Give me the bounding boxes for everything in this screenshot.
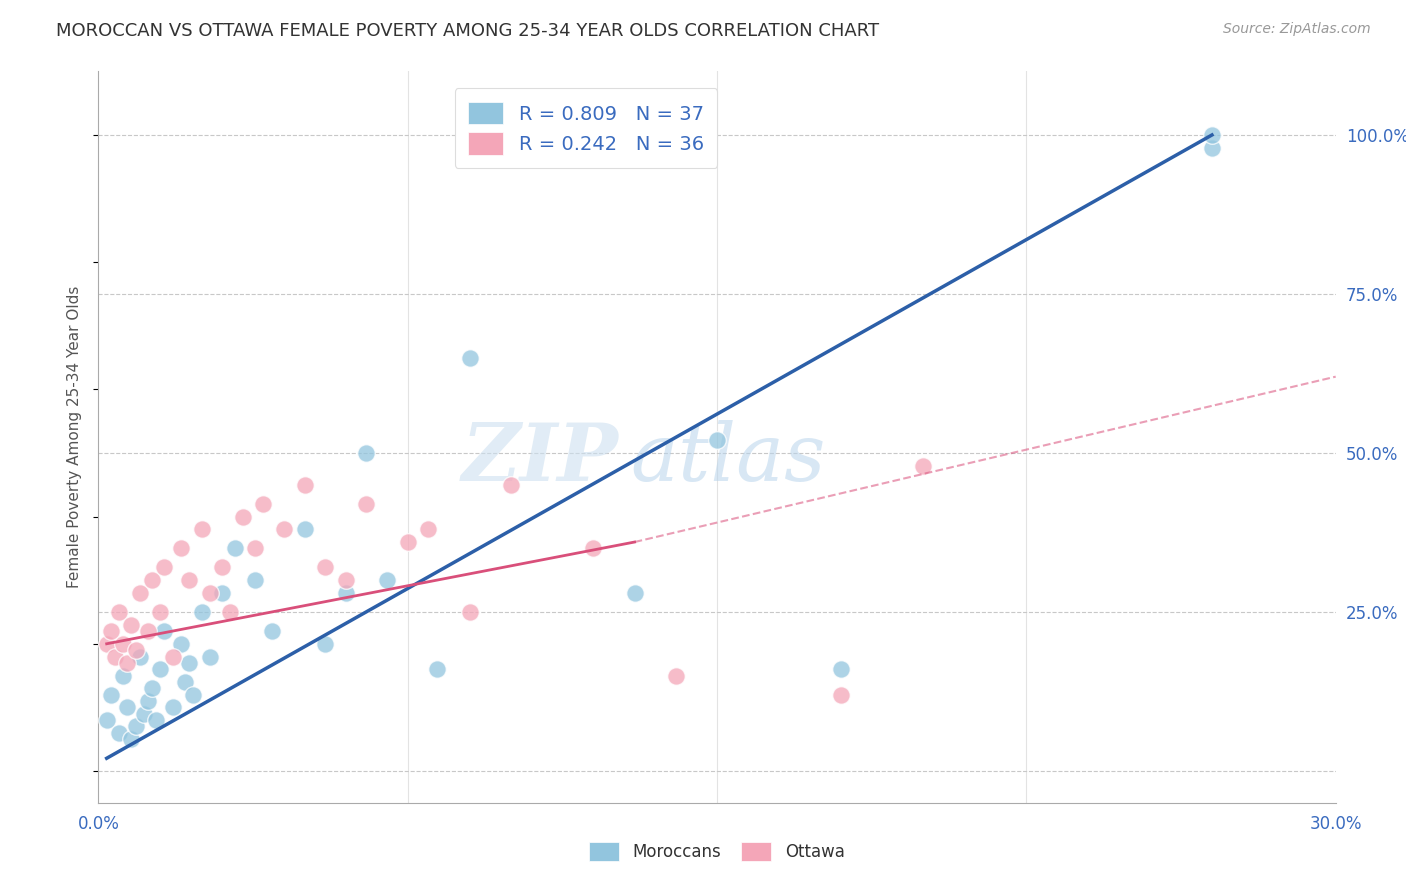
Point	[458, 605, 481, 619]
Point	[426, 662, 449, 676]
Point	[198, 649, 221, 664]
Point	[145, 713, 167, 727]
Point	[1201, 128, 1223, 142]
Point	[96, 713, 118, 727]
Text: MOROCCAN VS OTTAWA FEMALE POVERTY AMONG 25-34 YEAR OLDS CORRELATION CHART: MOROCCAN VS OTTAWA FEMALE POVERTY AMONG …	[56, 22, 879, 40]
Point	[243, 573, 266, 587]
Point	[232, 509, 254, 524]
Point	[224, 541, 246, 556]
Point	[136, 694, 159, 708]
Point	[179, 573, 201, 587]
Point	[1201, 141, 1223, 155]
Point	[128, 649, 150, 664]
Point	[108, 726, 131, 740]
Point	[665, 668, 688, 682]
Point	[149, 605, 172, 619]
Point	[174, 675, 197, 690]
Point	[190, 605, 212, 619]
Point	[108, 605, 131, 619]
Point	[136, 624, 159, 638]
Point	[179, 656, 201, 670]
Point	[181, 688, 204, 702]
Point	[96, 637, 118, 651]
Point	[499, 477, 522, 491]
Point	[211, 560, 233, 574]
Legend: Moroccans, Ottawa: Moroccans, Ottawa	[582, 835, 852, 868]
Point	[356, 497, 378, 511]
Point	[219, 605, 242, 619]
Point	[112, 668, 135, 682]
Text: Source: ZipAtlas.com: Source: ZipAtlas.com	[1223, 22, 1371, 37]
Point	[211, 586, 233, 600]
Point	[104, 649, 127, 664]
Point	[260, 624, 283, 638]
Point	[314, 560, 336, 574]
Point	[335, 586, 357, 600]
Point	[120, 732, 142, 747]
Point	[124, 719, 146, 733]
Point	[190, 522, 212, 536]
Point	[582, 541, 605, 556]
Point	[912, 458, 935, 473]
Point	[830, 662, 852, 676]
Point	[117, 700, 139, 714]
Point	[132, 706, 155, 721]
Y-axis label: Female Poverty Among 25-34 Year Olds: Female Poverty Among 25-34 Year Olds	[67, 286, 83, 588]
Point	[120, 617, 142, 632]
Point	[141, 681, 163, 696]
Point	[396, 535, 419, 549]
Point	[170, 637, 193, 651]
Point	[153, 560, 176, 574]
Point	[335, 573, 357, 587]
Text: atlas: atlas	[630, 420, 825, 498]
Point	[375, 573, 398, 587]
Point	[149, 662, 172, 676]
Point	[706, 434, 728, 448]
Point	[273, 522, 295, 536]
Point	[243, 541, 266, 556]
Point	[170, 541, 193, 556]
Point	[100, 624, 122, 638]
Point	[418, 522, 440, 536]
Point	[162, 700, 184, 714]
Point	[314, 637, 336, 651]
Text: ZIP: ZIP	[461, 420, 619, 498]
Point	[117, 656, 139, 670]
Point	[356, 446, 378, 460]
Point	[830, 688, 852, 702]
Point	[252, 497, 274, 511]
Point	[458, 351, 481, 365]
Point	[141, 573, 163, 587]
Point	[294, 477, 316, 491]
Point	[128, 586, 150, 600]
Point	[623, 586, 645, 600]
Point	[153, 624, 176, 638]
Point	[112, 637, 135, 651]
Point	[162, 649, 184, 664]
Point	[198, 586, 221, 600]
Point	[124, 643, 146, 657]
Point	[100, 688, 122, 702]
Point	[294, 522, 316, 536]
